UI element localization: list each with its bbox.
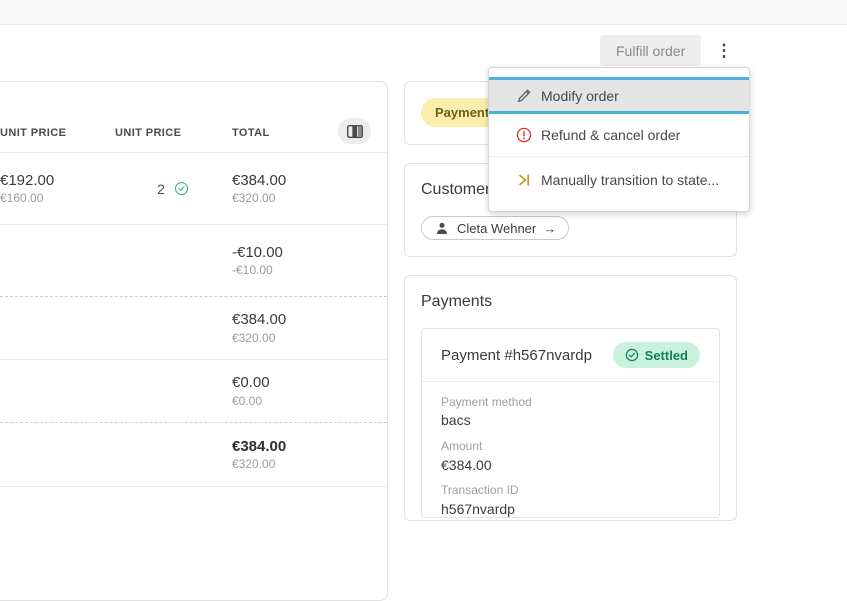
column-header-unit-price: UNIT PRICE (0, 127, 67, 139)
table-row-grand-total: €384.00 €320.00 (0, 423, 387, 487)
unit-price-value: €192.00 (0, 171, 55, 189)
total-value: €384.00 (232, 437, 287, 455)
field-label: Amount (441, 439, 483, 454)
table-row: €192.00 €160.00 2 €384.00 €320.00 (0, 153, 387, 225)
transaction-id-field: Transaction ID h567nvardp (441, 483, 700, 517)
customer-link-button[interactable]: Cleta Wehner → (421, 216, 570, 240)
total-value: €384.00 (232, 171, 287, 189)
unit-price-sub-value: €160.00 (0, 191, 44, 206)
payment-status-label: Settled (644, 347, 688, 363)
total-value: €0.00 (232, 374, 270, 392)
table-row-shipping: €0.00 €0.00 (0, 360, 387, 423)
quantity-value: 2 (157, 180, 165, 197)
table-row-discount: -€10.00 -€10.00 (0, 225, 387, 297)
top-bar (0, 0, 847, 25)
field-value: bacs (441, 412, 471, 429)
column-settings-button[interactable] (338, 118, 371, 144)
amount-field: Amount €384.00 (441, 439, 700, 473)
column-header-unit-price-2: UNIT PRICE (115, 127, 182, 139)
total-value: €384.00 (232, 311, 287, 329)
field-label: Transaction ID (441, 483, 519, 498)
payment-title: Payment #h567nvardp (441, 346, 592, 364)
columns-icon (346, 123, 363, 139)
menu-item-label: Refund & cancel order (541, 127, 681, 143)
person-icon (434, 220, 450, 236)
error-circle-icon (516, 127, 532, 143)
menu-item-label: Manually transition to state... (541, 172, 720, 188)
payment-method-field: Payment method bacs (441, 395, 700, 429)
payments-card: Payments Payment #h567nvardp Settled Pay… (404, 275, 737, 521)
order-actions-dropdown: Modify order Refund & cancel order Manua… (488, 67, 750, 212)
total-sub-value: -€10.00 (232, 263, 273, 278)
menu-item-label: Modify order (541, 87, 619, 104)
payment-detail-card: Payment #h567nvardp Settled Payment meth… (421, 328, 720, 518)
field-label: Payment method (441, 395, 532, 409)
payments-card-title: Payments (421, 293, 493, 310)
check-circle-icon (625, 348, 639, 362)
payment-status-badge: Settled (612, 342, 700, 368)
customer-card-title: Customer (421, 181, 491, 198)
menu-item-modify-order[interactable]: Modify order (489, 77, 749, 114)
total-sub-value: €320.00 (232, 330, 276, 345)
total-sub-value: €0.00 (232, 393, 263, 408)
check-circle-icon (174, 181, 190, 197)
table-row-subtotal: €384.00 €320.00 (0, 297, 387, 360)
order-table-header: UNIT PRICE UNIT PRICE TOTAL (0, 82, 387, 153)
total-value: -€10.00 (232, 243, 283, 261)
pencil-icon (516, 88, 532, 104)
arrow-right-icon: → (543, 220, 557, 236)
total-sub-value: €320.00 (232, 457, 276, 472)
customer-name: Cleta Wehner (457, 220, 537, 236)
column-header-total: TOTAL (232, 127, 270, 139)
field-value: h567nvardp (441, 500, 515, 517)
kebab-menu-button[interactable]: ⋮ (713, 38, 735, 64)
fulfill-order-button[interactable]: Fulfill order (600, 35, 702, 66)
field-value: €384.00 (441, 456, 492, 473)
menu-divider (489, 156, 749, 157)
total-sub-value: €320.00 (232, 191, 276, 206)
order-table-card: UNIT PRICE UNIT PRICE TOTAL €192.00 €160… (0, 81, 388, 601)
menu-item-transition-state[interactable]: Manually transition to state... (489, 157, 749, 203)
transition-arrow-icon (516, 172, 532, 188)
menu-item-refund-cancel-order[interactable]: Refund & cancel order (489, 114, 749, 156)
